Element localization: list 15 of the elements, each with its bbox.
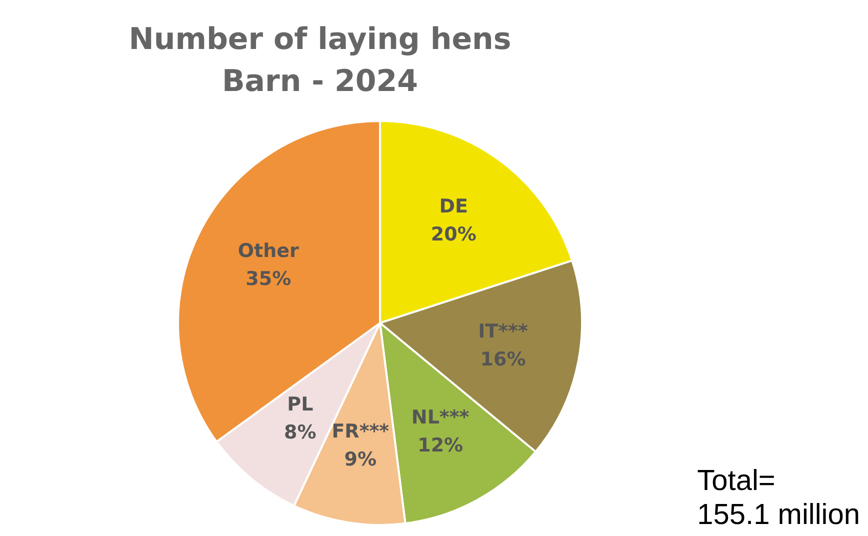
slice-label: IT***: [478, 320, 528, 342]
data-label: 8%: [284, 421, 316, 444]
slice-label: Other: [238, 240, 300, 262]
data-label: 35%: [246, 268, 292, 290]
data-label: 16%: [480, 348, 526, 370]
slice-label: NL***: [411, 406, 470, 429]
text: Total= 155.1 million: [697, 464, 860, 532]
data-label: 20%: [430, 224, 476, 246]
chart-subtitle: Barn - 2024: [220, 64, 420, 99]
chart-title: Number of laying hens: [128, 22, 512, 57]
data-label: 9%: [344, 448, 377, 471]
slice-label: PL: [287, 393, 314, 416]
slice-label: DE: [439, 196, 468, 218]
slice-label: FR***: [332, 420, 390, 443]
data-label: 12%: [418, 434, 464, 457]
